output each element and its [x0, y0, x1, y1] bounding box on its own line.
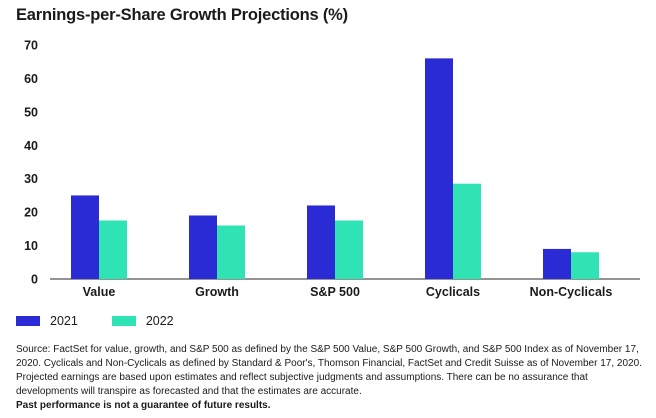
- y-tick-label: 40: [24, 139, 38, 153]
- bar-2021: [307, 205, 335, 279]
- y-tick-label: 20: [24, 206, 38, 220]
- x-category-label: Cyclicals: [426, 285, 480, 299]
- y-tick-label: 60: [24, 72, 38, 86]
- bar-chart: 0 10 20 30 40 50 60 70 Value Growth S&P 500 Cyclica…: [24, 39, 640, 299]
- chart-legend: 2021 2022: [16, 314, 208, 328]
- bar-2021: [425, 58, 453, 279]
- chart-title: Earnings-per-Share Growth Projections (%…: [16, 6, 348, 24]
- legend-label-2022: 2022: [145, 314, 174, 328]
- bar-2022: [217, 225, 245, 279]
- bar-2022: [99, 220, 127, 279]
- legend-label-2021: 2021: [50, 314, 78, 328]
- bar-2022: [335, 220, 363, 279]
- performance-disclaimer: Past performance is not a guarantee of f…: [16, 400, 271, 411]
- legend-item-2022: 2022: [111, 314, 174, 328]
- x-category-label: Non-Cyclicals: [530, 285, 613, 299]
- y-tick-label: 30: [24, 172, 38, 186]
- bar-2021: [71, 195, 99, 279]
- x-category-label: Growth: [195, 285, 239, 299]
- x-category-label: S&P 500: [310, 285, 360, 299]
- bar-2021: [543, 248, 571, 279]
- bar-2022: [571, 252, 599, 279]
- legend-swatch-2021: [16, 316, 40, 326]
- bar-2022: [453, 183, 481, 279]
- x-category-label: Value: [83, 285, 116, 299]
- source-note: Source: FactSet for value, growth, and S…: [16, 344, 642, 397]
- bar-2021: [189, 215, 217, 279]
- legend-swatch-2022: [111, 316, 136, 326]
- y-tick-label: 10: [24, 239, 38, 253]
- legend-item-2021: 2021: [16, 314, 78, 328]
- y-tick-label: 70: [24, 39, 38, 53]
- y-tick-label: 0: [31, 273, 38, 287]
- y-tick-label: 50: [24, 105, 38, 119]
- footnote: Source: FactSet for value, growth, and S…: [16, 343, 644, 413]
